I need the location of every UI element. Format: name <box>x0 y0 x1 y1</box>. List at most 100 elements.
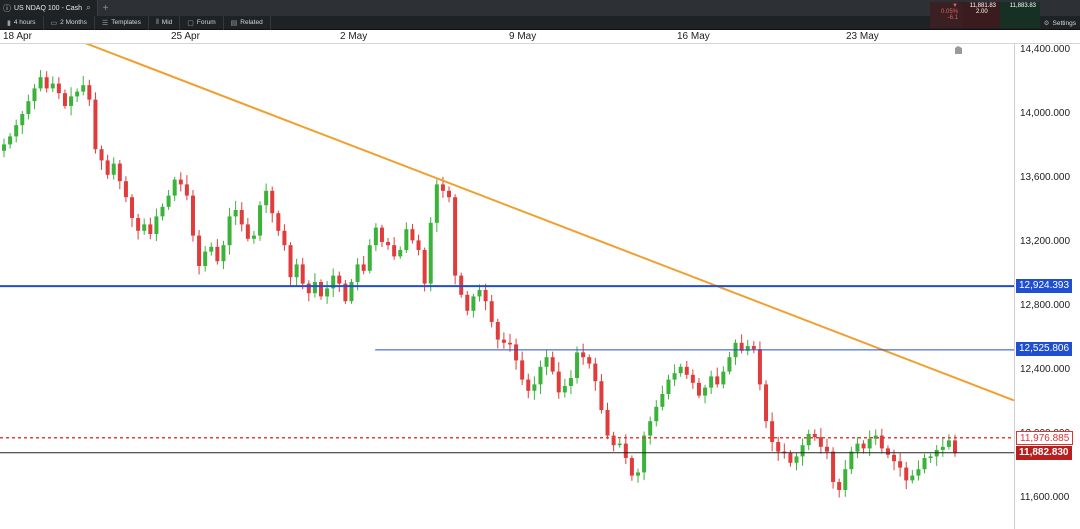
candle-up <box>233 210 238 217</box>
candle-down <box>343 283 348 302</box>
candle-down <box>593 363 598 382</box>
ask-price-tag: 11,976.885 <box>1016 431 1074 445</box>
candle-down <box>416 240 421 250</box>
bars-icon: ⫴ <box>155 18 159 26</box>
candle-down <box>361 264 366 271</box>
candle-down <box>764 384 769 422</box>
last-price-tag: 11,882.830 <box>1016 446 1072 460</box>
candle-down <box>587 357 592 364</box>
candle-up <box>20 114 25 126</box>
candle-up <box>636 472 640 476</box>
trendline[interactable] <box>70 44 1014 402</box>
candle-up <box>703 387 708 396</box>
candle-down <box>514 344 519 361</box>
gear-icon: ⚙ <box>1043 20 1050 27</box>
candle-down <box>489 301 494 322</box>
buy-button[interactable]: 11,883.83 2.00 <box>976 2 1040 28</box>
candle-down <box>556 371 561 393</box>
candle-up <box>568 378 573 386</box>
y-tick-label: 11,600.000 <box>1020 492 1070 503</box>
candle-down <box>696 382 701 396</box>
candle-down <box>623 443 628 458</box>
forum-button[interactable]: ▢ Forum <box>180 15 224 30</box>
candle-down <box>770 421 775 442</box>
candle-down <box>526 379 531 391</box>
candle-up <box>81 85 86 92</box>
x-tick-label: 23 May <box>846 31 879 42</box>
candle-down <box>105 160 110 175</box>
range-label: 2 Months <box>60 19 87 26</box>
candle-down <box>495 322 500 340</box>
level-tag-mid[interactable]: 12,525.806 <box>1016 342 1073 356</box>
chart-icon: ▮ <box>7 19 11 27</box>
candle-down <box>392 245 397 257</box>
candle-up <box>367 245 372 271</box>
candle-down <box>386 242 391 246</box>
candle-up <box>2 144 6 151</box>
sell-button[interactable]: 11,881.83 <box>962 2 1000 28</box>
candle-up <box>928 456 933 458</box>
price-type-button[interactable]: ⫴ Mid <box>149 15 181 30</box>
price-type-label: Mid <box>161 19 173 26</box>
price-ticket: ▼ 0.05% -6.1 11,881.83 11,883.83 2.00 <box>930 2 1040 28</box>
related-button[interactable]: ▤ Related <box>224 15 271 30</box>
change-box: ▼ 0.05% -6.1 <box>930 2 962 28</box>
candle-up <box>538 366 543 385</box>
related-label: Related <box>240 19 263 26</box>
range-button[interactable]: ▭ 2 Months <box>44 15 95 30</box>
settings-button[interactable]: ⚙ Settings <box>1044 16 1076 30</box>
candle-up <box>142 224 147 231</box>
price-chart[interactable] <box>0 44 1014 529</box>
y-tick-label: 14,000.000 <box>1020 108 1071 119</box>
candle-up <box>428 222 433 284</box>
candle-up <box>660 394 665 407</box>
candle-down <box>178 179 183 185</box>
candle-up <box>32 88 37 102</box>
candle-up <box>166 195 171 207</box>
candle-down <box>751 346 756 350</box>
candle-down <box>879 435 884 449</box>
scroll-end-icon[interactable] <box>955 46 962 54</box>
candle-down <box>148 224 153 234</box>
search-icon[interactable]: ⌕ <box>86 3 91 12</box>
x-tick-label: 9 May <box>509 31 537 42</box>
candle-up <box>203 251 208 266</box>
x-tick-label: 2 May <box>340 31 368 42</box>
settings-label: Settings <box>1052 19 1077 27</box>
candle-up <box>678 366 683 374</box>
candle-down <box>56 83 61 94</box>
candle-down <box>812 434 817 438</box>
candle-down <box>117 163 122 182</box>
candle-up <box>172 179 177 196</box>
chart-toolbar: ▮ 4 hours ▭ 2 Months ☰ Templates ⫴ Mid ▢… <box>0 15 1080 30</box>
candle-down <box>276 213 281 231</box>
candle-down <box>190 195 195 236</box>
x-tick-label: 18 Apr <box>3 31 32 42</box>
candle-down <box>690 374 695 383</box>
instrument-tab[interactable]: ⓘ US NDAQ 100 - Cash ⌕ <box>0 0 98 16</box>
candle-down <box>447 190 452 198</box>
candle-up <box>355 264 360 282</box>
y-tick-label: 12,800.000 <box>1020 300 1071 311</box>
related-icon: ▤ <box>230 19 238 27</box>
candle-down <box>483 290 488 302</box>
candle-up <box>873 435 878 439</box>
y-tick-label: 12,400.000 <box>1020 364 1071 375</box>
candle-up <box>721 371 726 385</box>
info-icon[interactable]: ⓘ <box>3 3 11 13</box>
candle-up <box>14 125 19 137</box>
candle-down <box>422 250 427 284</box>
time-axis: 18 Apr 25 Apr 2 May 9 May 16 May 23 May <box>0 30 1080 44</box>
templates-button[interactable]: ☰ Templates <box>95 15 149 30</box>
candle-down <box>507 342 512 345</box>
candle-down <box>337 275 342 284</box>
candle-down <box>410 229 415 241</box>
candle-down <box>831 451 836 482</box>
candle-up <box>940 446 945 450</box>
timeframe-button[interactable]: ▮ 4 hours <box>0 15 44 30</box>
candle-down <box>898 461 903 468</box>
candle-down <box>788 453 793 463</box>
add-tab-button[interactable]: + <box>102 2 109 14</box>
candle-down <box>87 85 92 100</box>
level-tag-high[interactable]: 12,924.393 <box>1016 279 1073 293</box>
